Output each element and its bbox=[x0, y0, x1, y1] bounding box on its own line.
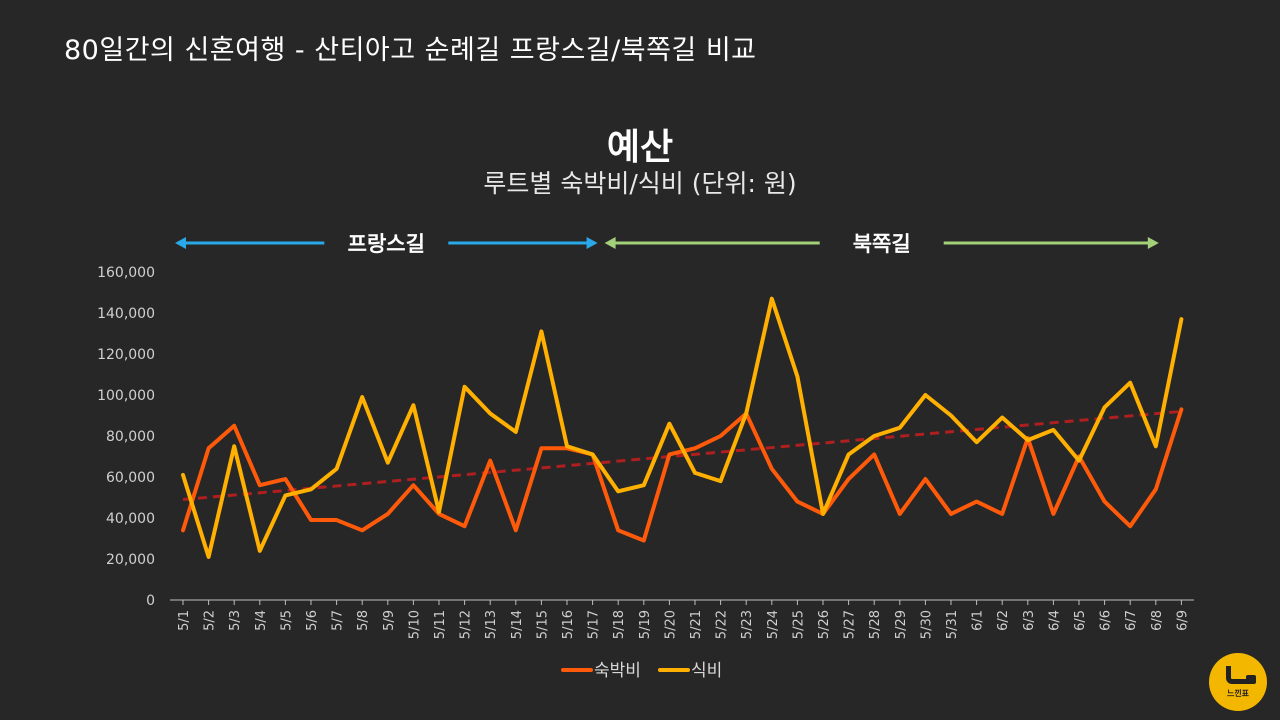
x-tick-label: 6/7 bbox=[1124, 610, 1139, 631]
x-tick-label: 5/15 bbox=[535, 610, 550, 639]
x-tick-label: 5/23 bbox=[740, 610, 755, 639]
x-tick-label: 5/25 bbox=[791, 610, 806, 639]
x-tick-label: 5/10 bbox=[407, 610, 422, 639]
y-tick-label: 20,000 bbox=[106, 552, 155, 568]
x-tick-label: 5/2 bbox=[203, 610, 218, 631]
y-tick-label: 120,000 bbox=[97, 347, 155, 363]
x-tick-label: 6/9 bbox=[1175, 610, 1190, 631]
route-arrow-head-left bbox=[175, 237, 186, 249]
x-tick-label: 5/1 bbox=[177, 610, 192, 631]
y-tick-label: 160,000 bbox=[97, 265, 155, 281]
chart-subtitle: 루트별 숙박비/식비 (단위: 원) bbox=[483, 169, 797, 198]
route-label: 북쪽길 bbox=[853, 232, 911, 256]
x-tick-label: 6/8 bbox=[1150, 610, 1165, 631]
x-tick-label: 5/4 bbox=[254, 610, 269, 631]
x-tick-label: 5/11 bbox=[433, 610, 448, 639]
x-tick-label: 6/6 bbox=[1099, 610, 1114, 631]
x-tick-label: 5/26 bbox=[817, 610, 832, 639]
x-tick-label: 5/18 bbox=[612, 610, 627, 639]
y-tick-label: 80,000 bbox=[106, 429, 155, 445]
chart-title: 예산 bbox=[606, 127, 674, 168]
route-arrow-head-right bbox=[586, 237, 598, 249]
x-tick-label: 6/1 bbox=[971, 610, 986, 631]
x-tick-label: 5/21 bbox=[689, 610, 704, 639]
route-arrow-head-left bbox=[604, 237, 616, 249]
x-tick-label: 5/22 bbox=[715, 610, 730, 639]
x-tick-label: 5/9 bbox=[382, 610, 397, 631]
x-tick-label: 5/29 bbox=[894, 610, 909, 639]
series-line-식비 bbox=[181, 296, 1184, 559]
x-tick-label: 5/20 bbox=[663, 610, 678, 639]
x-tick-label: 6/4 bbox=[1047, 610, 1062, 631]
logo-text: 느낀표 bbox=[1226, 689, 1250, 698]
page-header-title: 80일간의 신혼여행 - 산티아고 순례길 프랑스길/북쪽길 비교 bbox=[64, 35, 757, 66]
trend-line bbox=[182, 409, 1182, 502]
x-tick-label: 5/6 bbox=[305, 610, 320, 631]
y-tick-label: 100,000 bbox=[97, 388, 155, 404]
x-tick-label: 5/31 bbox=[945, 610, 960, 639]
y-tick-label: 0 bbox=[146, 593, 155, 609]
x-tick-label: 5/16 bbox=[561, 610, 576, 639]
y-tick-label: 140,000 bbox=[97, 306, 155, 322]
brand-logo: 느낀표 bbox=[1209, 653, 1267, 711]
x-tick-label: 5/7 bbox=[331, 610, 346, 631]
x-tick-label: 5/28 bbox=[868, 610, 883, 639]
route-label: 프랑스길 bbox=[348, 232, 425, 256]
legend-label: 식비 bbox=[691, 661, 722, 681]
logo-icon bbox=[1226, 666, 1256, 684]
y-tick-label: 40,000 bbox=[106, 511, 155, 527]
x-tick-label: 5/8 bbox=[356, 610, 371, 631]
legend-label: 숙박비 bbox=[594, 661, 641, 681]
route-arrow-head-right bbox=[1147, 237, 1159, 249]
x-tick-label: 5/27 bbox=[843, 610, 858, 639]
x-tick-label: 6/5 bbox=[1073, 610, 1088, 631]
x-tick-label: 5/3 bbox=[228, 610, 243, 631]
x-tick-label: 6/3 bbox=[1022, 610, 1037, 631]
x-tick-label: 5/17 bbox=[587, 610, 602, 639]
x-tick-label: 5/19 bbox=[638, 610, 653, 639]
series-line-숙박비 bbox=[181, 407, 1184, 543]
x-tick-label: 5/14 bbox=[510, 610, 525, 639]
y-tick-label: 60,000 bbox=[106, 470, 155, 486]
x-tick-label: 6/2 bbox=[996, 610, 1011, 631]
x-tick-label: 5/5 bbox=[279, 610, 294, 631]
x-tick-label: 5/13 bbox=[484, 610, 499, 639]
x-tick-label: 5/30 bbox=[919, 610, 934, 639]
x-tick-label: 5/12 bbox=[459, 610, 474, 639]
x-tick-label: 5/24 bbox=[766, 610, 781, 639]
